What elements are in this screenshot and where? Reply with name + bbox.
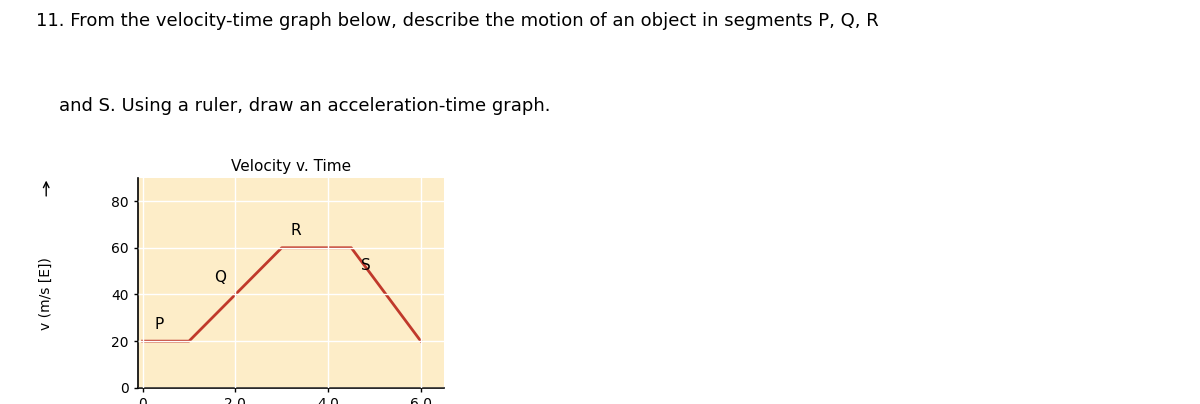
Text: R: R [292,223,301,238]
Text: and S. Using a ruler, draw an acceleration-time graph.: and S. Using a ruler, draw an accelerati… [36,97,551,115]
Title: Velocity v. Time: Velocity v. Time [230,159,352,174]
Text: Q: Q [215,270,227,285]
Text: v (m/s [E]): v (m/s [E]) [40,257,53,330]
Text: P: P [155,317,163,332]
Text: 11. From the velocity-time graph below, describe the motion of an object in segm: 11. From the velocity-time graph below, … [36,12,878,30]
Text: S: S [360,259,371,274]
